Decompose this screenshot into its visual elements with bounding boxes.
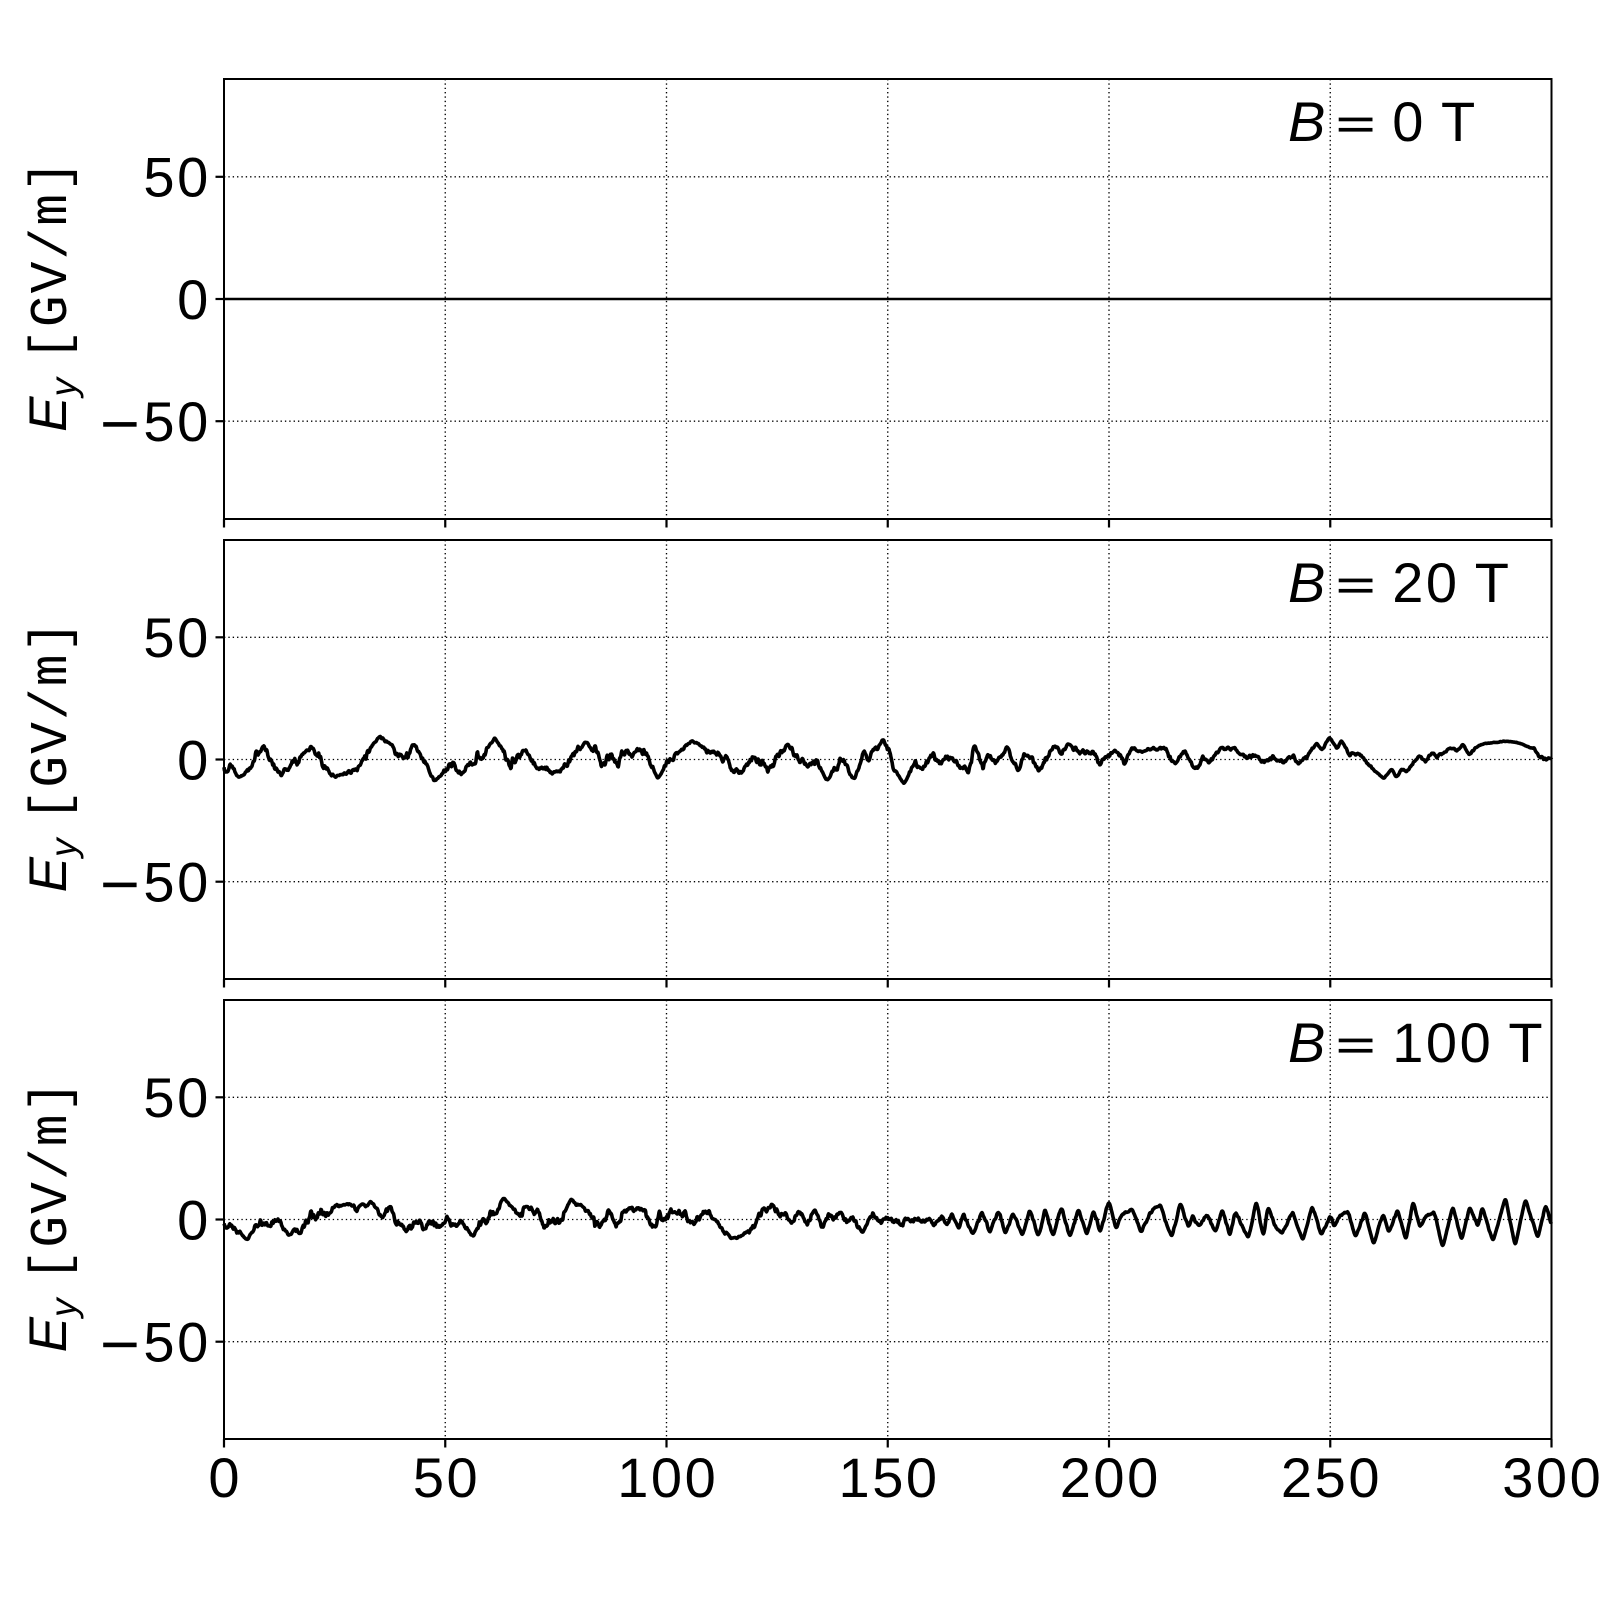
svg-text:0: 0 xyxy=(177,1188,208,1251)
svg-text:Ey[GV/m]: Ey[GV/m] xyxy=(19,619,84,893)
svg-text:50: 50 xyxy=(413,1446,478,1509)
svg-text:50: 50 xyxy=(143,851,208,914)
svg-text:50: 50 xyxy=(143,606,208,669)
svg-text:300: 300 xyxy=(1502,1446,1600,1509)
svg-text:50: 50 xyxy=(143,1066,208,1129)
svg-text:Ey[GV/m]: Ey[GV/m] xyxy=(19,158,84,432)
svg-text:B0T: B0T xyxy=(1288,90,1475,153)
svg-text:0: 0 xyxy=(177,268,208,331)
svg-text:50: 50 xyxy=(143,1311,208,1374)
svg-text:Ey[GV/m]: Ey[GV/m] xyxy=(19,1079,84,1353)
svg-text:0: 0 xyxy=(177,728,208,791)
svg-text:100: 100 xyxy=(617,1446,716,1509)
svg-text:250: 250 xyxy=(1281,1446,1380,1509)
svg-text:200: 200 xyxy=(1060,1446,1159,1509)
svg-text:150: 150 xyxy=(839,1446,938,1509)
svg-text:0: 0 xyxy=(208,1446,239,1509)
svg-text:50: 50 xyxy=(143,390,208,453)
svg-text:50: 50 xyxy=(143,146,208,209)
